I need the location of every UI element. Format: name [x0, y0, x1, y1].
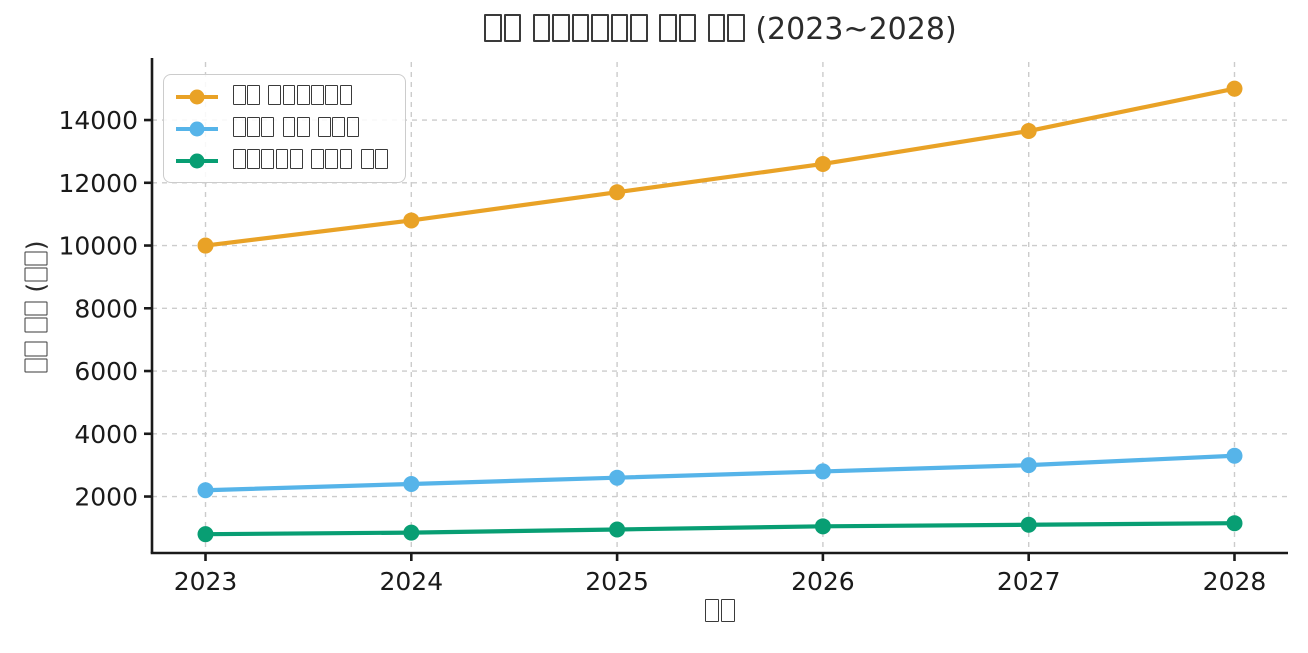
missing-glyph-box: [247, 149, 260, 170]
legend-item: [174, 85, 389, 108]
missing-glyph-box: [24, 317, 47, 333]
missing-glyph-box: [571, 14, 590, 42]
x-tick-label: 2024: [379, 567, 443, 596]
missing-glyph-box: [361, 149, 374, 170]
legend-item: [174, 117, 389, 140]
missing-glyph-box: [261, 149, 275, 170]
missing-glyph-box: [318, 117, 331, 138]
missing-glyph-box: [346, 117, 360, 138]
y-tick-label: 14000: [58, 106, 138, 135]
missing-glyph-box: [247, 117, 260, 138]
legend-line-marker-icon: [176, 89, 218, 105]
missing-glyph-box: [261, 117, 275, 138]
x-tick-label: 2027: [997, 567, 1061, 596]
missing-glyph-box: [247, 85, 260, 106]
missing-glyph-box: [591, 14, 609, 42]
missing-glyph-box: [282, 117, 296, 138]
missing-glyph-box: [678, 14, 697, 42]
x-tick-label: 2028: [1203, 567, 1267, 596]
missing-glyph-box: [296, 85, 310, 106]
y-tick-label: 2000: [74, 483, 138, 512]
missing-glyph-box: [24, 341, 47, 357]
data-point-marker: [1226, 515, 1243, 532]
missing-glyph-box: [232, 149, 246, 170]
x-tick-label: 2023: [174, 567, 238, 596]
data-point-marker: [197, 237, 214, 254]
data-point-marker: [609, 184, 626, 201]
missing-glyph-box: [289, 149, 303, 170]
missing-glyph-box: [704, 598, 720, 622]
missing-glyph-box: [552, 14, 570, 42]
x-tick-label: 2025: [585, 567, 649, 596]
missing-glyph-box: [311, 85, 324, 106]
missing-glyph-box: [720, 598, 736, 622]
series-line: [203, 521, 1237, 537]
data-point-marker: [1226, 80, 1243, 97]
missing-glyph-box: [707, 14, 726, 42]
legend-label: [232, 117, 360, 140]
data-point-marker: [814, 518, 831, 535]
missing-glyph-box: [484, 14, 502, 42]
missing-glyph-box: [311, 149, 324, 170]
missing-glyph-box: [268, 85, 282, 106]
missing-glyph-box: [24, 358, 47, 373]
data-point-marker: [1020, 123, 1037, 140]
missing-glyph-box: [610, 14, 629, 42]
y-axis-label: (): [22, 241, 51, 374]
chart-title: (2023~2028): [152, 12, 1288, 47]
missing-glyph-box: [659, 14, 677, 42]
x-axis-label: [152, 596, 1288, 625]
data-point-marker: [1226, 447, 1243, 464]
missing-glyph-box: [232, 117, 246, 138]
missing-glyph-box: [232, 85, 246, 106]
y-tick-label: 8000: [74, 294, 138, 323]
y-tick-label: 10000: [58, 232, 138, 261]
missing-glyph-box: [339, 85, 353, 106]
missing-glyph-box: [325, 149, 339, 170]
missing-glyph-box: [630, 14, 648, 42]
data-point-marker: [609, 469, 626, 486]
y-tick-label: 6000: [74, 357, 138, 386]
legend-line-marker-icon: [176, 153, 218, 169]
missing-glyph-box: [282, 85, 296, 106]
legend-label: [232, 149, 389, 172]
missing-glyph-box: [339, 149, 353, 170]
data-point-marker: [814, 155, 831, 172]
data-point-marker: [197, 482, 214, 499]
data-point-marker: [609, 521, 626, 538]
legend-item: [174, 149, 389, 172]
missing-glyph-box: [332, 117, 346, 138]
missing-glyph-box: [24, 267, 47, 282]
legend: [163, 74, 406, 184]
missing-glyph-box: [275, 149, 289, 170]
series-line: [203, 86, 1237, 248]
data-point-marker: [403, 475, 420, 492]
legend-label: [232, 85, 353, 108]
missing-glyph-box: [325, 85, 339, 106]
data-point-marker: [403, 524, 420, 541]
missing-glyph-box: [375, 149, 389, 170]
missing-glyph-box: [727, 14, 745, 42]
data-point-marker: [1020, 516, 1037, 533]
data-point-marker: [814, 463, 831, 480]
missing-glyph-box: [532, 14, 551, 42]
data-point-marker: [197, 526, 214, 543]
legend-line-marker-icon: [176, 121, 218, 137]
missing-glyph-box: [24, 301, 47, 316]
missing-glyph-box: [24, 251, 47, 266]
data-point-marker: [1020, 457, 1037, 474]
missing-glyph-box: [296, 117, 310, 138]
missing-glyph-box: [503, 14, 522, 42]
y-tick-label: 4000: [74, 420, 138, 449]
x-tick-label: 2026: [791, 567, 855, 596]
data-point-marker: [403, 212, 420, 229]
y-tick-label: 12000: [58, 169, 138, 198]
series-line: [203, 453, 1237, 493]
